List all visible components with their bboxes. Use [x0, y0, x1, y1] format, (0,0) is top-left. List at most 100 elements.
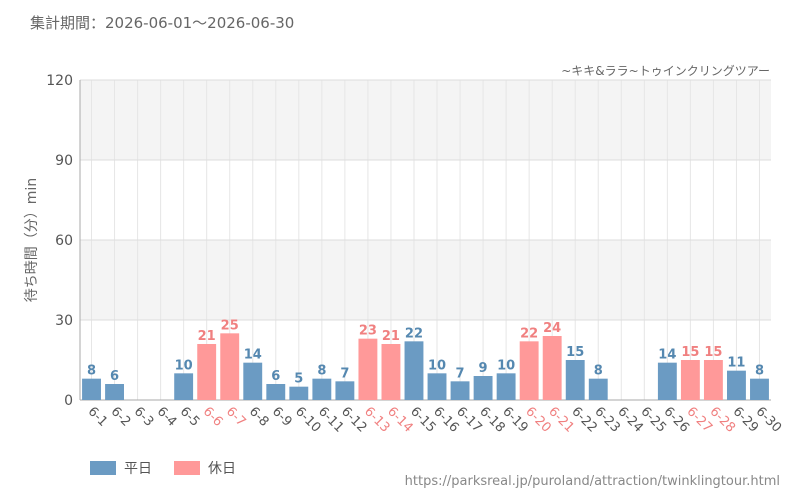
- bar-value-label: 6: [271, 369, 280, 384]
- x-tick-label: 6-3: [131, 404, 157, 430]
- x-tick-label: 6-6: [200, 404, 226, 430]
- bar: [266, 384, 286, 400]
- bar-value-label: 10: [497, 358, 515, 373]
- legend: 平日 休日: [90, 458, 258, 478]
- x-tick-label: 6-4: [154, 404, 180, 430]
- bar: [358, 338, 378, 400]
- bar-value-label: 22: [520, 326, 538, 341]
- bar: [703, 360, 723, 400]
- grid-band: [80, 160, 771, 240]
- y-tick-label: 30: [55, 313, 73, 329]
- bar: [519, 341, 539, 400]
- x-tick-label: 6-25: [637, 404, 668, 435]
- legend-label-weekday: 平日: [124, 461, 152, 477]
- y-tick-label: 90: [55, 153, 73, 169]
- period-label: 集計期間：2026-06-01～2026-06-30: [30, 14, 295, 32]
- bar-value-label: 24: [543, 321, 561, 336]
- y-axis-title: 待ち時間（分）min: [24, 178, 40, 302]
- x-tick-label: 6-26: [661, 404, 692, 435]
- bar: [174, 373, 194, 400]
- x-tick-label: 6-9: [269, 404, 295, 430]
- legend-item-holiday: 休日: [174, 458, 236, 478]
- bar-value-label: 5: [294, 372, 303, 387]
- x-tick-label: 6-10: [292, 404, 323, 435]
- y-tick-label: 120: [46, 73, 73, 89]
- bar-value-label: 15: [704, 345, 722, 360]
- attraction-title: ~キキ&ララ~トゥインクリングツアー: [561, 64, 770, 78]
- bar: [542, 336, 562, 400]
- x-tick-label: 6-12: [338, 404, 369, 435]
- x-tick-label: 6-5: [177, 404, 203, 430]
- bar-value-label: 25: [221, 318, 239, 333]
- y-tick-label: 60: [55, 233, 73, 249]
- bar-value-label: 8: [755, 364, 764, 379]
- x-tick-label: 6-7: [223, 404, 249, 430]
- bar: [312, 378, 332, 400]
- y-tick-label: 0: [64, 393, 73, 409]
- legend-label-holiday: 休日: [208, 461, 236, 477]
- bar-value-label: 21: [382, 329, 400, 344]
- grid-band: [80, 320, 771, 400]
- x-tick-label: 6-20: [522, 404, 553, 435]
- bar-value-label: 11: [727, 356, 745, 371]
- x-tick-label: 6-18: [476, 404, 507, 435]
- x-tick-label: 6-13: [361, 404, 392, 435]
- bar-value-label: 14: [244, 348, 262, 363]
- x-tick-label: 6-8: [246, 404, 272, 430]
- legend-swatch-weekday: [90, 461, 116, 475]
- legend-swatch-holiday: [174, 461, 200, 475]
- x-tick-label: 6-19: [499, 404, 530, 435]
- bar: [450, 381, 470, 400]
- bar-value-label: 6: [110, 369, 119, 384]
- bar-value-label: 8: [594, 364, 603, 379]
- bar: [565, 360, 585, 400]
- bar-value-label: 22: [405, 326, 423, 341]
- bar-value-label: 8: [87, 364, 96, 379]
- bar-value-label: 7: [456, 366, 465, 381]
- bar: [82, 378, 101, 400]
- x-tick-label: 6-30: [753, 404, 784, 435]
- x-tick-label: 6-28: [707, 404, 738, 435]
- x-tick-label: 6-16: [430, 404, 461, 435]
- x-tick-label: 6-24: [614, 404, 645, 435]
- bar: [243, 362, 263, 400]
- x-tick-label: 6-29: [730, 404, 761, 435]
- grid-band: [80, 80, 771, 160]
- bar-value-label: 9: [479, 361, 488, 376]
- x-tick-label: 6-2: [108, 404, 134, 430]
- x-tick-label: 6-22: [568, 404, 599, 435]
- x-tick-label: 6-14: [384, 404, 415, 435]
- bar-value-label: 14: [658, 348, 676, 363]
- bar-value-label: 23: [359, 324, 377, 339]
- bar-value-label: 15: [566, 345, 584, 360]
- bar: [381, 344, 401, 400]
- bar-value-label: 15: [681, 345, 699, 360]
- x-tick-label: 6-27: [684, 404, 715, 435]
- bar: [197, 344, 217, 400]
- bar: [335, 381, 355, 400]
- bar: [727, 370, 746, 400]
- x-tick-label: 6-11: [315, 404, 346, 435]
- bar: [750, 378, 769, 400]
- grid-band: [80, 240, 771, 320]
- bar-value-label: 10: [428, 358, 446, 373]
- x-tick-label: 6-15: [407, 404, 438, 435]
- bar-value-label: 7: [340, 366, 349, 381]
- legend-item-weekday: 平日: [90, 458, 152, 478]
- x-tick-label: 6-17: [453, 404, 484, 435]
- bar: [588, 378, 608, 400]
- bar-value-label: 21: [198, 329, 216, 344]
- bar: [680, 360, 700, 400]
- bar: [427, 373, 447, 400]
- bar-value-label: 8: [317, 364, 326, 379]
- x-tick-label: 6-1: [85, 404, 111, 430]
- bar: [404, 341, 424, 400]
- bar: [496, 373, 516, 400]
- bar: [105, 384, 124, 400]
- bar: [289, 386, 309, 400]
- x-tick-label: 6-23: [591, 404, 622, 435]
- source-url: https://parksreal.jp/puroland/attraction…: [404, 474, 780, 489]
- bar: [220, 333, 240, 400]
